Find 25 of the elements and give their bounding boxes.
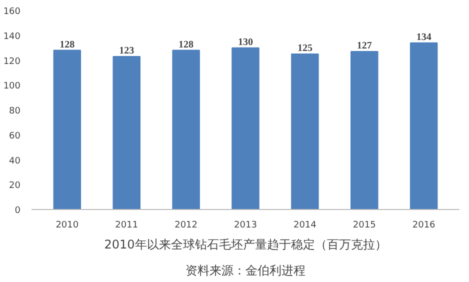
y-tick-label: 0 [14,206,21,216]
text: 资料来源：金伯利进程 [186,264,306,278]
data-label: 134 [416,32,432,43]
data-label: 127 [356,40,372,52]
data-label: 130 [238,36,253,48]
data-label: 128 [60,39,75,50]
y-tick-label: 100 [3,82,21,92]
y-tick-label: 160 [3,7,21,17]
data-label: 128 [178,39,194,50]
y-tick-label: 120 [3,56,21,67]
x-tick-label: 2012 [174,220,198,230]
text: 2010年以来全球钻石毛坯产量趋于稳定（百万克拉） [104,238,387,252]
data-label: 125 [297,43,312,54]
y-tick-label: 140 [3,32,21,42]
y-tick-label: 60 [9,131,21,142]
x-tick-label: 2015 [352,220,376,230]
x-tick-label: 2013 [234,220,257,230]
x-tick-label: 2011 [115,220,138,230]
y-tick-label: 20 [9,181,21,192]
y-tick-label: 80 [9,106,21,116]
y-tick-label: 40 [9,156,21,166]
x-tick-label: 2014 [293,220,317,230]
data-label: 123 [119,46,134,57]
x-tick-label: 2016 [412,220,436,230]
x-tick-label: 2010 [56,220,79,230]
